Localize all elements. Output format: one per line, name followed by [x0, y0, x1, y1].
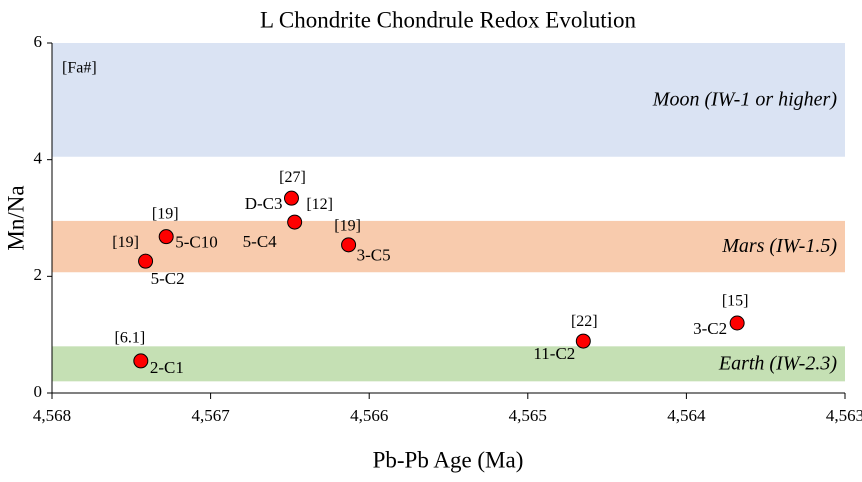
- point: [341, 237, 357, 253]
- point: [158, 229, 174, 245]
- fa-label: [19]: [334, 218, 361, 235]
- x-axis-title: Pb-Pb Age (Ma): [373, 447, 524, 472]
- fa-label: [27]: [279, 169, 306, 186]
- band: [52, 43, 845, 157]
- point-label: 5-C2: [151, 269, 185, 288]
- band: [52, 346, 845, 382]
- point: [138, 253, 154, 269]
- point-label: 3-C2: [693, 319, 727, 338]
- fa-label: [19]: [112, 234, 139, 251]
- y-tick-label: 4: [34, 149, 43, 168]
- point: [287, 214, 303, 230]
- y-tick-label: 6: [34, 32, 43, 51]
- band-label: Earth (IW-2.3): [718, 352, 837, 374]
- y-tick-label: 0: [34, 382, 43, 401]
- point-label: 5-C10: [175, 233, 218, 252]
- band-label: Mars (IW-1.5): [721, 235, 837, 257]
- x-tick-label: 4,563: [826, 406, 862, 425]
- chart-title: L Chondrite Chondrule Redox Evolution: [260, 7, 637, 32]
- fa-label: [12]: [306, 196, 333, 213]
- point: [729, 315, 745, 331]
- y-tick-label: 2: [34, 265, 43, 284]
- band-label: Moon (IW-1 or higher): [652, 88, 838, 110]
- point-label: D-C3: [245, 194, 283, 213]
- point: [133, 353, 149, 369]
- x-tick-label: 4,564: [667, 406, 706, 425]
- annotation: [Fa#]: [62, 60, 97, 77]
- band: [52, 220, 845, 273]
- fa-label: [15]: [722, 293, 749, 310]
- fa-label: [22]: [571, 313, 598, 330]
- x-tick-label: 4,567: [191, 406, 230, 425]
- point: [575, 333, 591, 349]
- point-label: 2-C1: [150, 358, 184, 377]
- point-label: 11-C2: [533, 344, 575, 363]
- fa-label: [19]: [152, 205, 179, 222]
- point-label: 5-C4: [243, 232, 278, 251]
- x-tick-label: 4,565: [509, 406, 547, 425]
- x-tick-label: 4,566: [350, 406, 388, 425]
- fa-label: [6.1]: [114, 330, 145, 347]
- x-tick-label: 4,568: [33, 406, 71, 425]
- y-axis-title: Mn/Na: [3, 185, 28, 250]
- point: [283, 190, 299, 206]
- point-label: 3-C5: [357, 246, 391, 265]
